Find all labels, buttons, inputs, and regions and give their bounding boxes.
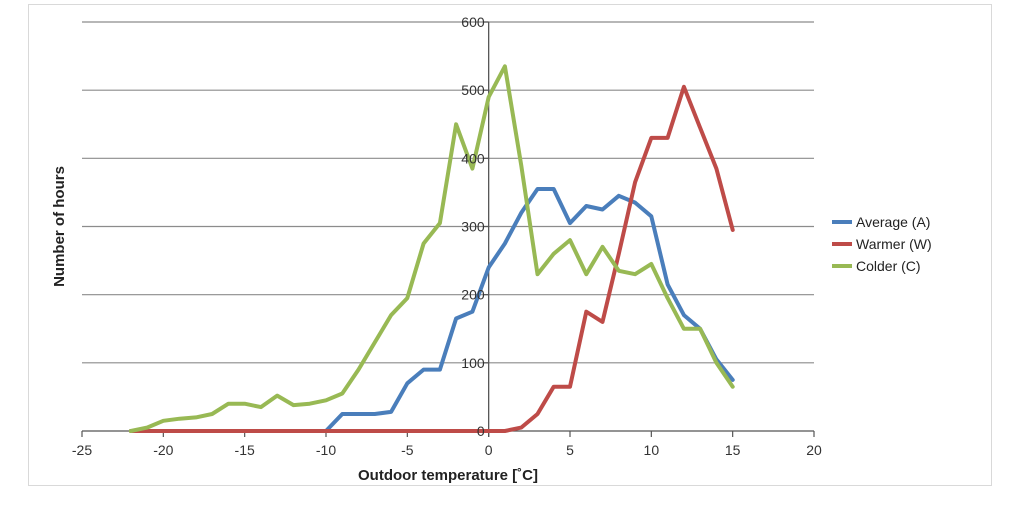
series-line-0 — [128, 187, 735, 433]
chart-frame — [28, 4, 992, 486]
x-tick-label: 20 — [806, 442, 822, 458]
legend: Average (A) Warmer (W) Colder (C) — [832, 214, 932, 274]
x-tick-label: -25 — [72, 442, 92, 458]
y-tick-label: 300 — [461, 219, 485, 235]
x-axis-title: Outdoor temperature [˚C] — [358, 467, 538, 484]
legend-label: Colder (C) — [856, 258, 921, 274]
tick-labels: -25 -20 -15 -10 -5 0 5 10 15 20010020030040050060… — [72, 14, 822, 458]
y-tick-label: 100 — [461, 355, 485, 371]
axes — [81, 21, 815, 437]
x-tick-label: 10 — [644, 442, 660, 458]
y-tick-label: 0 — [477, 423, 485, 439]
x-tick-label: -10 — [316, 442, 336, 458]
series-line-2 — [128, 64, 735, 433]
x-tick-label: -15 — [235, 442, 255, 458]
y-tick-label: 500 — [461, 82, 485, 98]
y-tick-label: 600 — [461, 14, 485, 30]
legend-label: Average (A) — [856, 214, 930, 230]
series-line-1 — [128, 84, 735, 433]
series-lines — [128, 64, 735, 433]
grid-lines — [82, 21, 814, 364]
legend-label: Warmer (W) — [856, 236, 932, 252]
x-tick-label: 15 — [725, 442, 741, 458]
y-tick-label: 200 — [461, 287, 485, 303]
y-tick-label: 400 — [461, 150, 485, 166]
x-tick-label: 0 — [485, 442, 493, 458]
y-axis-title: Number of hours — [51, 166, 68, 287]
x-tick-label: -5 — [401, 442, 414, 458]
x-tick-label: -20 — [153, 442, 173, 458]
x-tick-label: 5 — [566, 442, 574, 458]
